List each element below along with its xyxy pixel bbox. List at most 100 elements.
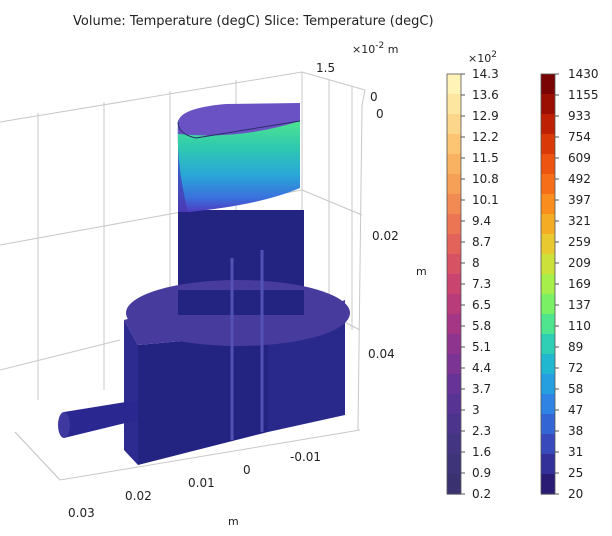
colorbar-label: 397 xyxy=(568,193,591,207)
colorbar-swatch xyxy=(447,154,461,175)
colorbar-label: 754 xyxy=(568,130,591,144)
colorbar-label: 6.5 xyxy=(472,298,491,312)
colorbar-label: 58 xyxy=(568,382,583,396)
colorbar-label: 110 xyxy=(568,319,591,333)
colorbar-label: 209 xyxy=(568,256,591,270)
x-tick: -0.01 xyxy=(290,450,321,464)
colorbar-swatch xyxy=(447,74,461,95)
colorbar-swatch xyxy=(541,254,555,275)
colorbar-label: 9.4 xyxy=(472,214,491,228)
colorbar-label: 14.3 xyxy=(472,67,499,81)
colorbar-swatch xyxy=(447,334,461,355)
colorbar-label: 1430 xyxy=(568,67,599,81)
x-tick: 0 xyxy=(243,463,251,477)
colorbar-swatch xyxy=(447,174,461,195)
colorbar-label: 259 xyxy=(568,235,591,249)
y-axis-unit: m xyxy=(416,265,427,278)
z-axis-labels: ×10-2 m 1.5 0 xyxy=(316,41,398,104)
colorbar-swatch xyxy=(447,134,461,155)
colorbar-label: 13.6 xyxy=(472,88,499,102)
colorbar-swatch xyxy=(447,194,461,215)
x-tick: 0.03 xyxy=(68,506,95,520)
y-tick: 0.02 xyxy=(372,229,399,243)
geometry-volume xyxy=(58,103,350,465)
colorbar-swatch xyxy=(447,454,461,475)
top-cap xyxy=(178,103,300,136)
colorbar-label: 31 xyxy=(568,445,583,459)
colorbar-swatch xyxy=(541,414,555,435)
colorbar-label: 4.4 xyxy=(472,361,491,375)
colorbar-label: 47 xyxy=(568,403,583,417)
colorbar-swatch xyxy=(447,94,461,115)
colorbar-label: 25 xyxy=(568,466,583,480)
colorbar-label: 89 xyxy=(568,340,583,354)
colorbar-swatch xyxy=(447,394,461,415)
colorbar-swatch xyxy=(541,234,555,255)
colorbar-swatch xyxy=(541,154,555,175)
colorbar-swatch xyxy=(447,214,461,235)
colorbar-label: 38 xyxy=(568,424,583,438)
colorbar-swatch xyxy=(541,334,555,355)
z-tick: 1.5 xyxy=(316,61,335,75)
colorbar-label: 3 xyxy=(472,403,480,417)
lower-body-front xyxy=(138,333,268,465)
y-axis-labels: 0 0.02 0.04 m xyxy=(368,107,427,361)
colorbar-swatch xyxy=(447,474,461,495)
colorbar-swatch xyxy=(541,114,555,135)
x-tick: 0.02 xyxy=(125,489,152,503)
x-axis-labels: 0.03 0.02 0.01 0 -0.01 m xyxy=(68,450,321,528)
colorbar-slice-temperature: 1430 1155 933 754 609 492 397 321 259 209 169 137 11… xyxy=(540,67,599,501)
x-tick: 0.01 xyxy=(188,476,215,490)
colorbar-swatch xyxy=(447,414,461,435)
colorbar-label: 8 xyxy=(472,256,480,270)
colorbar-swatch xyxy=(447,374,461,395)
colorbar-swatch xyxy=(541,174,555,195)
colorbar-swatch xyxy=(447,354,461,375)
colorbar-label: 1155 xyxy=(568,88,599,102)
colorbar-swatch xyxy=(541,454,555,475)
y-tick: 0 xyxy=(376,107,384,121)
colorbar-label: 609 xyxy=(568,151,591,165)
plot-title: Volume: Temperature (degC) Slice: Temper… xyxy=(73,14,434,29)
colorbar-label: 169 xyxy=(568,277,591,291)
colorbar-swatch xyxy=(541,214,555,235)
colorbar-volume-temperature: 14.3 13.6 12.9 12.2 11.5 10.8 10.1 9.4 8.7 8 7.3 6.… xyxy=(446,50,499,501)
colorbar-swatch xyxy=(541,374,555,395)
colorbar-label: 3.7 xyxy=(472,382,491,396)
z-tick: 0 xyxy=(370,90,378,104)
colorbar-swatch xyxy=(541,194,555,215)
colorbar-swatch xyxy=(447,294,461,315)
colorbar-label: 0.2 xyxy=(472,487,491,501)
colorbar-label: 7.3 xyxy=(472,277,491,291)
colorbar-label: 321 xyxy=(568,214,591,228)
colorbar-label: 8.7 xyxy=(472,235,491,249)
y-tick: 0.04 xyxy=(368,347,395,361)
colorbar-label: 20 xyxy=(568,487,583,501)
lower-left-curve xyxy=(124,320,138,465)
colorbar-label: 5.1 xyxy=(472,340,491,354)
colorbar-swatch xyxy=(541,434,555,455)
z-multiplier: ×10-2 m xyxy=(352,41,398,56)
colorbar-label: 12.9 xyxy=(472,109,499,123)
colorbar-label: 12.2 xyxy=(472,130,499,144)
colorbar-label: 137 xyxy=(568,298,591,312)
colorbar-swatch xyxy=(447,254,461,275)
colorbar-swatch xyxy=(541,94,555,115)
colorbar-multiplier: ×102 xyxy=(468,50,497,65)
colorbar-swatch xyxy=(541,294,555,315)
colorbar-swatch xyxy=(447,274,461,295)
colorbar-swatch xyxy=(541,394,555,415)
colorbar-label: 492 xyxy=(568,172,591,186)
colorbar-label: 2.3 xyxy=(472,424,491,438)
colorbar-swatch xyxy=(541,354,555,375)
colorbar-label: 10.1 xyxy=(472,193,499,207)
colorbar-swatch xyxy=(447,114,461,135)
colorbar-label: 1.6 xyxy=(472,445,491,459)
colorbar-swatch xyxy=(541,274,555,295)
colorbar-swatch xyxy=(541,74,555,95)
colorbar-swatch xyxy=(541,134,555,155)
colorbar-swatch xyxy=(447,314,461,335)
colorbar-swatch xyxy=(447,434,461,455)
colorbar-label: 72 xyxy=(568,361,583,375)
